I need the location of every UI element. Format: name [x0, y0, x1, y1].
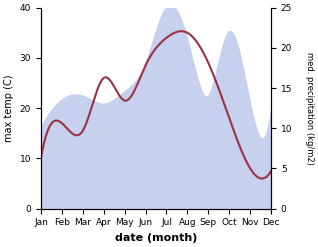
Y-axis label: max temp (C): max temp (C)	[4, 74, 14, 142]
X-axis label: date (month): date (month)	[115, 233, 197, 243]
Y-axis label: med. precipitation (kg/m2): med. precipitation (kg/m2)	[305, 52, 314, 165]
